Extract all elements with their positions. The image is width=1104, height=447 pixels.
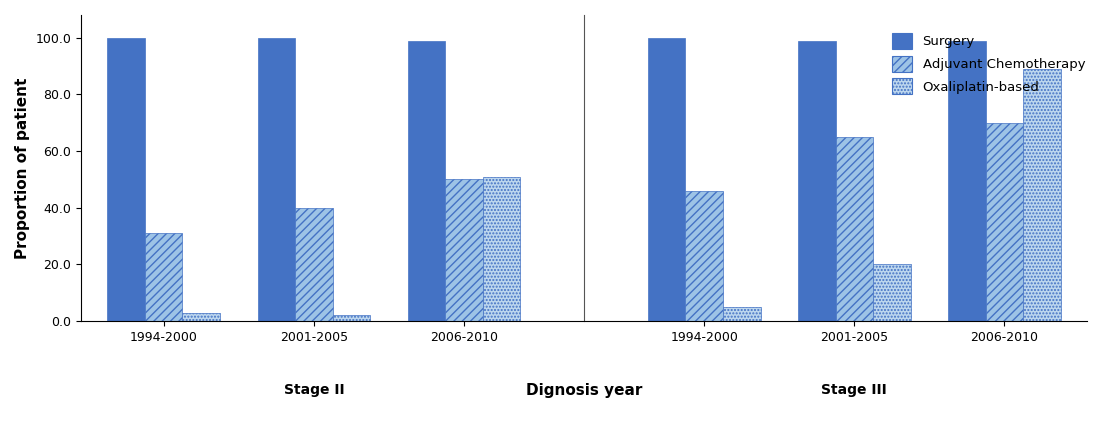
Bar xyxy=(482,177,520,321)
X-axis label: Dignosis year: Dignosis year xyxy=(526,384,643,398)
Bar xyxy=(145,233,182,321)
Bar xyxy=(407,41,445,321)
Bar xyxy=(686,191,723,321)
Bar xyxy=(1023,69,1061,321)
Bar xyxy=(107,38,145,321)
Y-axis label: Proportion of patient: Proportion of patient xyxy=(15,77,30,259)
Bar xyxy=(257,38,295,321)
Bar xyxy=(948,41,986,321)
Bar xyxy=(182,312,220,321)
Bar xyxy=(836,137,873,321)
Bar xyxy=(798,41,836,321)
Bar xyxy=(295,208,332,321)
Bar xyxy=(445,179,482,321)
Bar xyxy=(873,264,911,321)
Bar xyxy=(648,38,686,321)
Bar xyxy=(986,122,1023,321)
Bar xyxy=(723,307,761,321)
Bar xyxy=(332,316,370,321)
Text: Stage II: Stage II xyxy=(284,384,344,397)
Legend: Surgery, Adjuvant Chemotherapy, Oxaliplatin-based: Surgery, Adjuvant Chemotherapy, Oxalipla… xyxy=(887,28,1091,100)
Text: Stage III: Stage III xyxy=(821,384,888,397)
